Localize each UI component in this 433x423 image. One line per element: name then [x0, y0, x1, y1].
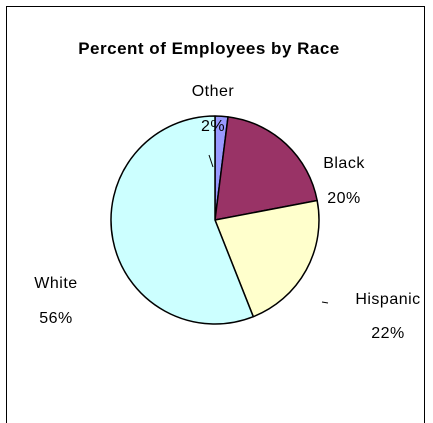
chart-title: Percent of Employees by Race: [78, 39, 340, 58]
slice-percent-hispanic: 22%: [371, 325, 405, 342]
pie-slice-white: [110, 115, 255, 325]
slice-percent-black: 20%: [327, 190, 361, 207]
slice-label-black: Black: [323, 155, 365, 172]
chart-frame: [6, 6, 425, 423]
leader-lines: [208, 154, 329, 304]
slice-percent-white: 56%: [39, 310, 73, 327]
slice-labels: Other 2% Black 20% Hispanic 22% White 56%: [34, 83, 420, 342]
slice-label-hispanic: Hispanic: [355, 291, 420, 308]
slice-percent-other: 2%: [201, 118, 225, 135]
slice-label-white: White: [34, 275, 77, 292]
pie-slice-hispanic: [214, 199, 320, 318]
pie-slices: [110, 115, 320, 325]
leader-line-other: [208, 154, 214, 168]
slice-label-other: Other: [192, 83, 235, 100]
pie-slice-black: [214, 116, 318, 221]
leader-line-hispanic: [321, 301, 329, 304]
